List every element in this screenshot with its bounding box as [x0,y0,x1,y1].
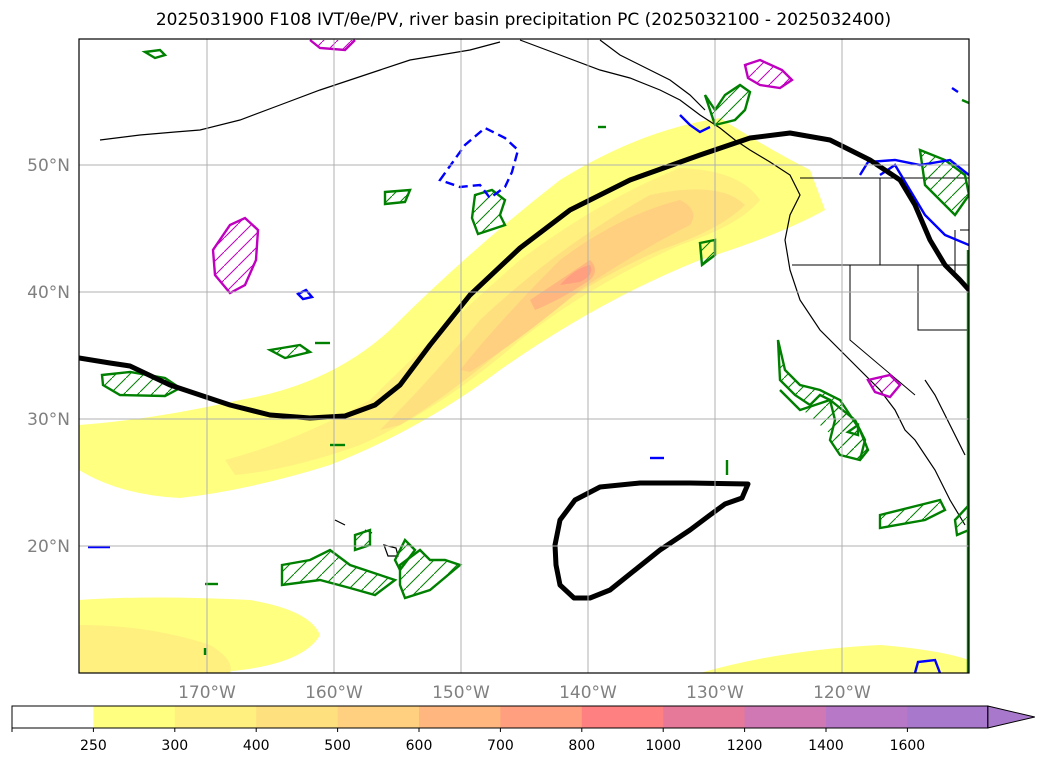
map-background [79,39,969,673]
map-layers [79,39,969,673]
colorbar-segment [12,706,94,728]
colorbar-tick-label: 1200 [727,738,763,754]
lon-label-160w: 160°W [305,683,363,703]
colorbar-tick-label: 250 [80,738,107,754]
pv-contours-green-lines [141,48,969,673]
lon-label-120w: 120°W [813,683,871,703]
gridlines [79,39,969,673]
colorbar-tick-label: 300 [161,738,188,754]
colorbar-segment [419,706,501,728]
lat-label-40: 40°N [27,283,70,303]
map-title: 2025031900 F108 IVT/θe/PV, river basin p… [155,10,892,30]
colorbar-tick-label: 800 [568,738,595,754]
colorbar-tick-label: 1000 [645,738,681,754]
colorbar-extend-arrow [987,705,1035,729]
ivt-shading [79,118,969,673]
lon-label-140w: 140°W [559,683,617,703]
lat-label-20: 20°N [27,537,70,557]
colorbar-tick-label: 1600 [890,738,926,754]
colorbar-segment [826,706,908,728]
pv-contours-blue [88,87,969,673]
pv-contours-magenta [211,39,902,399]
colorbar-tick-label: 600 [406,738,433,754]
longitude-labels: 170°W 160°W 150°W 140°W 130°W 120°W [178,683,871,703]
colorbar: 250 300 400 500 600 700 800 1000 1200 1400 1600 [11,705,1035,754]
map-frame [78,38,970,674]
colorbar-segment [907,706,988,728]
colorbar-segment [663,706,746,728]
colorbar-tick-label: 400 [243,738,270,754]
lon-label-170w: 170°W [178,683,236,703]
colorbar-tick-label: 700 [487,738,514,754]
colorbar-tick-label: 1400 [808,738,844,754]
lat-label-50: 50°N [27,156,70,176]
colorbar-segment [744,706,827,728]
colorbar-segment [337,706,420,728]
lat-label-30: 30°N [27,410,70,430]
colorbar-segment [500,706,583,728]
lon-label-150w: 150°W [432,683,490,703]
latitude-labels: 50°N 40°N 30°N 20°N [27,156,70,557]
colorbar-segment [256,706,339,728]
colorbar-tick-label: 500 [324,738,351,754]
lon-label-130w: 130°W [686,683,744,703]
colorbar-segment [174,706,257,728]
theta-e-contours [79,130,969,601]
colorbar-segment [581,706,664,728]
colorbar-segment [93,706,176,728]
